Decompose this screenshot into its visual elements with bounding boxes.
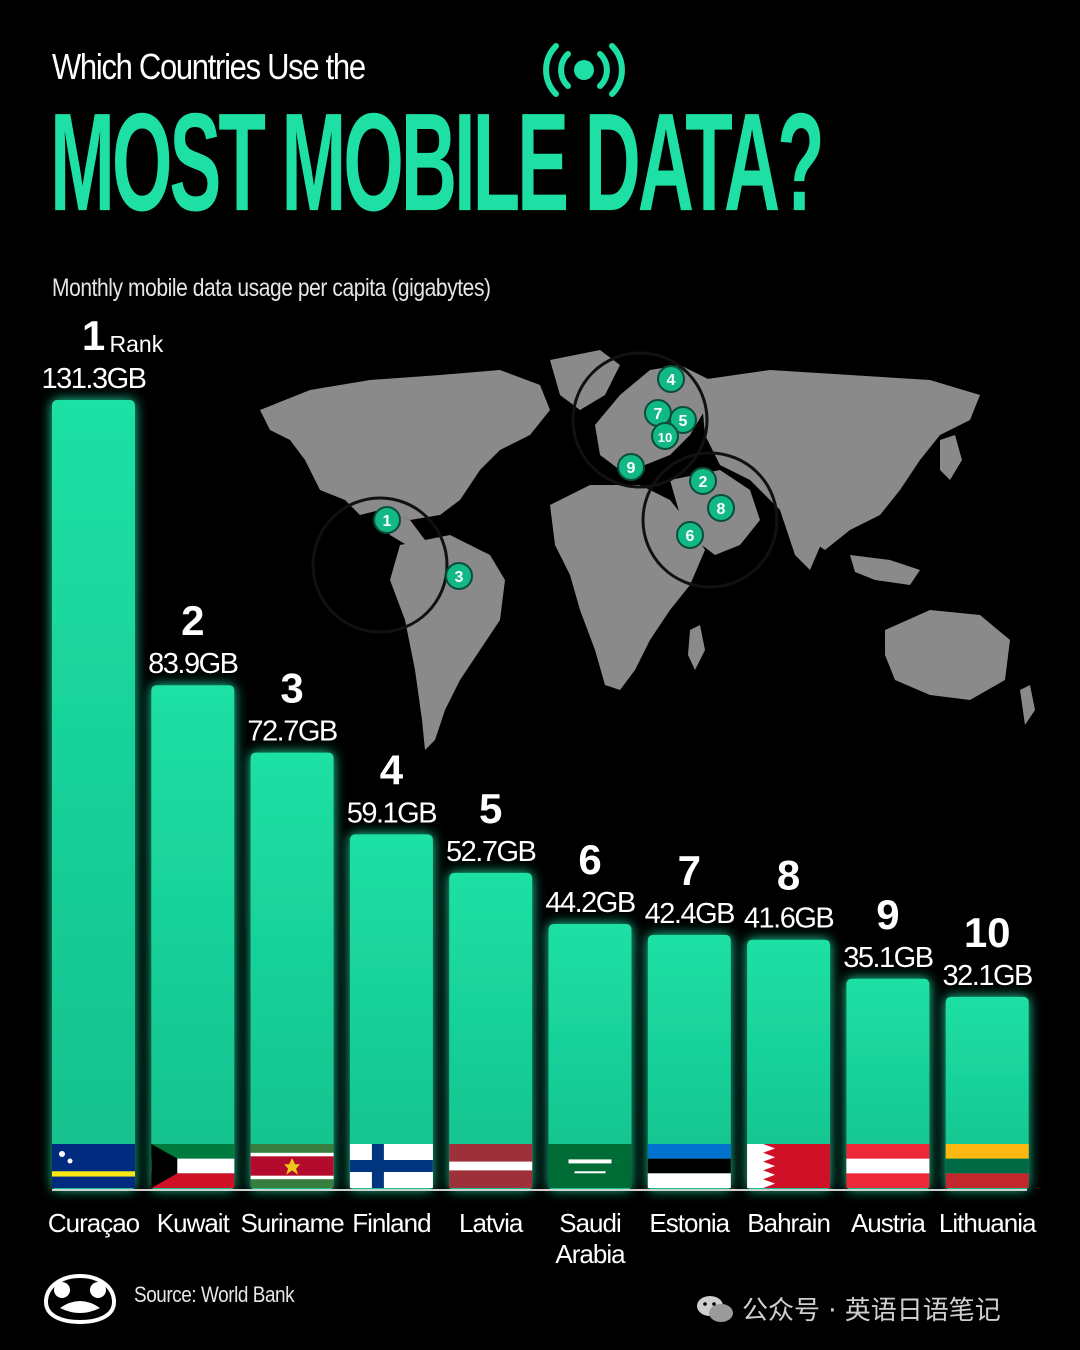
value-label: 42.4GB: [645, 898, 734, 930]
category-label: Bahrain: [747, 1208, 830, 1238]
wechat-icon: [697, 1295, 733, 1322]
austria-flag-icon: [846, 1144, 930, 1188]
rank-label: 7: [678, 847, 701, 894]
category-label: Suriname: [240, 1208, 344, 1238]
rank-label: 9: [876, 891, 899, 938]
svg-text:10: 10: [658, 430, 672, 445]
svg-text:3: 3: [455, 569, 464, 586]
bar-austria: [846, 978, 930, 1190]
category-label: Estonia: [649, 1208, 730, 1238]
chart-subtitle: Monthly mobile data usage per capita (gi…: [52, 274, 491, 302]
svg-text:9: 9: [627, 460, 636, 477]
svg-text:2: 2: [699, 474, 708, 491]
lithuania-flag-icon: [945, 1144, 1029, 1188]
value-label: 44.2GB: [545, 887, 634, 919]
bar-suriname: [250, 752, 334, 1190]
rank-label: 10: [964, 909, 1011, 956]
watermark-text: 公众号 · 英语日语笔记: [742, 1296, 1001, 1326]
bar-finland: [349, 834, 433, 1190]
bar-latvia: [449, 872, 533, 1190]
bar-lithuania: [945, 996, 1029, 1190]
bar-kuwait: [151, 685, 235, 1190]
category-label: Lithuania: [939, 1208, 1037, 1238]
rank-label: 6: [578, 836, 601, 883]
svg-text:5: 5: [679, 413, 688, 430]
svg-text:1: 1: [383, 513, 392, 530]
map-marker: 2: [689, 467, 717, 495]
category-label: Austria: [851, 1208, 926, 1238]
value-label: 131.3GB: [42, 363, 146, 395]
bar-estonia: [647, 934, 731, 1190]
pre-title: Which Countries Use the: [52, 46, 366, 87]
rank-label: 8: [777, 852, 800, 899]
map-marker: 4: [657, 365, 685, 393]
europe-zoom-circle: [571, 351, 709, 489]
rank-label: 3: [280, 665, 303, 712]
rank-label: 1: [82, 312, 105, 359]
value-label: 83.9GB: [148, 648, 237, 680]
category-label: Latvia: [459, 1208, 524, 1238]
map-markers: 1 2 3 4 5 6 7 8 9 10: [373, 365, 735, 590]
finland-flag-icon: [349, 1144, 433, 1188]
middle-east-zoom-circle: [641, 451, 779, 589]
bar-curacao: [52, 400, 135, 1190]
estonia-flag-icon: [647, 1144, 731, 1188]
value-label: 32.1GB: [943, 960, 1032, 992]
svg-text:4: 4: [667, 372, 676, 389]
value-label: 35.1GB: [843, 942, 932, 974]
map-marker: 9: [617, 453, 645, 481]
svg-text:6: 6: [686, 528, 695, 545]
rank-label: 2: [181, 597, 204, 644]
map-marker: 10: [651, 422, 679, 450]
curacao-flag-icon: [52, 1144, 135, 1188]
map-land: [260, 350, 1035, 750]
map-marker: 3: [445, 562, 473, 590]
rank-caption: Rank: [110, 331, 164, 357]
category-label: Finland: [352, 1208, 430, 1238]
category-label: Curaçao: [48, 1208, 140, 1238]
svg-text:8: 8: [717, 501, 726, 518]
value-label: 52.7GB: [446, 836, 535, 868]
category-label: Kuwait: [157, 1208, 231, 1238]
bar-saudi-arabia: [548, 924, 632, 1190]
map-marker: 6: [676, 521, 704, 549]
main-title: MOST MOBILE DATA?: [50, 83, 825, 240]
bahrain-flag-icon: [747, 1144, 831, 1188]
rank-label: 5: [479, 785, 502, 832]
source-note: Source: World Bank: [134, 1282, 295, 1307]
bar-bahrain: [747, 939, 831, 1190]
kuwait-flag-icon: [151, 1144, 235, 1188]
svg-text:7: 7: [654, 406, 663, 423]
value-label: 72.7GB: [247, 716, 336, 748]
rank-label: 4: [380, 746, 404, 793]
value-label: 41.6GB: [744, 903, 833, 935]
latvia-flag-icon: [449, 1144, 533, 1188]
world-map: 1 2 3 4 5 6 7 8 9 10: [260, 350, 1035, 750]
map-marker: 1: [373, 506, 401, 534]
saudi-arabia-flag-icon: [548, 1144, 632, 1188]
watermark: 公众号 · 英语日语笔记: [696, 1290, 1001, 1327]
category-label: Arabia: [555, 1239, 626, 1269]
americas-zoom-circle: [311, 496, 449, 634]
category-label: Saudi: [559, 1208, 621, 1238]
signal-broadcast-icon: [543, 43, 625, 97]
map-marker: 8: [707, 494, 735, 522]
value-label: 59.1GB: [347, 797, 436, 829]
logo-icon: [43, 1273, 117, 1325]
suriname-flag-icon: [250, 1144, 334, 1188]
